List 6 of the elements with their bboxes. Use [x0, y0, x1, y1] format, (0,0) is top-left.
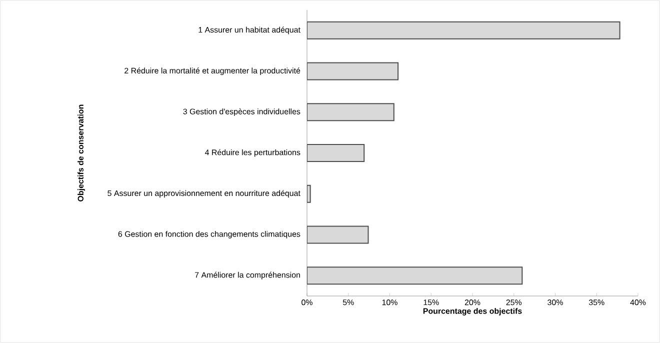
bar — [307, 266, 523, 285]
bar — [307, 226, 369, 244]
bar — [307, 21, 620, 40]
bar — [307, 62, 399, 80]
bar — [307, 144, 365, 162]
bar — [307, 103, 394, 122]
